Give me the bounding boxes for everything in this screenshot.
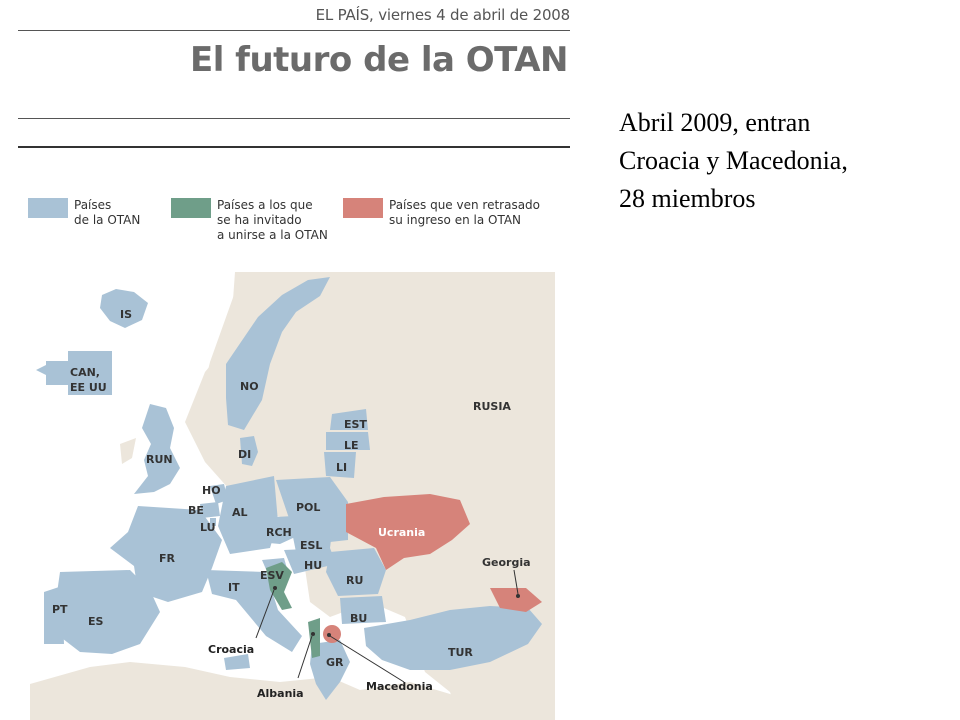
caption-line-3: 28 miembros (619, 184, 756, 213)
shape-turkey (364, 606, 542, 670)
label-georgia: Georgia (482, 556, 531, 569)
legend-item-invited: Países a los que se ha invitado a unirse… (171, 198, 328, 243)
label-netherlands: HO (202, 484, 221, 497)
caption-line-1: Abril 2009, entran (619, 108, 811, 137)
headline-divider (18, 118, 570, 119)
shape-can-usa-arrowhead (36, 363, 50, 377)
shape-macedonia (323, 625, 341, 643)
label-united-kingdom: RUN (146, 453, 173, 466)
legend-label-invited: Países a los que se ha invitado a unirse… (217, 198, 328, 242)
label-germany: AL (232, 506, 248, 519)
slide-caption: Abril 2009, entran Croacia y Macedonia, … (619, 104, 939, 218)
shape-slovakia (292, 532, 332, 552)
label-greece: GR (326, 656, 344, 669)
page-title: El futuro de la OTAN (189, 40, 569, 80)
legend-swatch-invited (171, 198, 211, 218)
label-portugal: PT (52, 603, 68, 616)
shape-united-kingdom (134, 404, 180, 494)
legend-swatch-delayed (343, 198, 383, 218)
shape-albania (308, 618, 320, 658)
callout-croatia: Croacia (208, 643, 254, 656)
section-divider (18, 146, 570, 148)
label-russia: RUSIA (473, 400, 511, 413)
label-estonia: EST (344, 418, 367, 431)
legend-label-nato: Países de la OTAN (74, 198, 141, 227)
label-bulgaria: BU (350, 612, 367, 625)
label-turkey: TUR (448, 646, 473, 659)
label-ukraine: Ucrania (378, 526, 425, 539)
legend-label-delayed: Países que ven retrasado su ingreso en l… (389, 198, 541, 227)
albania-leader-dot (311, 632, 315, 636)
shape-latvia (326, 432, 370, 450)
shape-lithuania (324, 452, 356, 478)
macedonia-leader-dot (327, 633, 331, 637)
newspaper-dateline: EL PAÍS, viernes 4 de abril de 2008 (315, 6, 571, 24)
label-luxembourg: LU (200, 521, 216, 534)
shape-spain (54, 570, 160, 654)
georgia-leader-dot (516, 594, 520, 598)
shape-can-usa-arrow (46, 351, 112, 395)
label-usa: EE UU (70, 381, 107, 394)
land-russia (320, 272, 555, 532)
label-france: FR (159, 552, 176, 565)
legend-swatch-nato (28, 198, 68, 218)
label-czech-republic: RCH (266, 526, 292, 539)
label-iceland: IS (120, 308, 132, 321)
callout-macedonia: Macedonia (366, 680, 433, 693)
land-ireland (120, 438, 136, 464)
label-slovenia: ESV (260, 569, 284, 582)
shape-norway (226, 277, 330, 430)
land-north-africa (30, 662, 555, 720)
map-canvas: IS CAN, EE UU NO RUSIA EST LE LI DI RUN … (30, 272, 555, 720)
label-romania: RU (346, 574, 363, 587)
label-latvia: LE (344, 439, 359, 452)
label-denmark: DI (238, 448, 251, 461)
caption-line-2: Croacia y Macedonia, (619, 146, 848, 175)
shape-ukraine (346, 494, 470, 570)
georgia-leader-line (513, 569, 519, 595)
map-legend: Países de la OTAN Países a los que se ha… (28, 198, 568, 254)
shape-denmark (240, 436, 258, 466)
shape-croatia (266, 562, 292, 610)
shape-georgia (490, 588, 542, 612)
albania-leader-line (297, 635, 313, 679)
croacia-leader-dot (273, 586, 277, 590)
label-spain: ES (88, 615, 104, 628)
shape-portugal (44, 586, 64, 644)
label-hungary: HU (304, 559, 322, 572)
croacia-leader-line (255, 589, 275, 639)
shape-bulgaria (340, 596, 386, 624)
legend-item-delayed: Países que ven retrasado su ingreso en l… (343, 198, 540, 228)
europe-nato-map: IS CAN, EE UU NO RUSIA EST LE LI DI RUN … (30, 272, 555, 720)
shape-luxembourg (210, 518, 216, 526)
label-slovakia: ESL (300, 539, 322, 552)
shape-sicily (224, 654, 250, 670)
label-norway: NO (240, 380, 259, 393)
label-lithuania: LI (336, 461, 347, 474)
label-poland: POL (296, 501, 320, 514)
shape-romania (326, 548, 386, 596)
shape-italy (206, 570, 302, 652)
macedonia-leader-line (329, 635, 405, 683)
label-belgium: BE (188, 504, 204, 517)
shape-hungary (284, 548, 336, 574)
shape-estonia (330, 409, 368, 430)
shape-iceland (100, 289, 148, 328)
callout-albania: Albania (257, 687, 304, 700)
label-italy: IT (228, 581, 240, 594)
top-divider (18, 30, 570, 31)
shape-belgium (200, 502, 220, 518)
label-canada: CAN, (70, 366, 100, 379)
legend-item-nato: Países de la OTAN (28, 198, 140, 228)
